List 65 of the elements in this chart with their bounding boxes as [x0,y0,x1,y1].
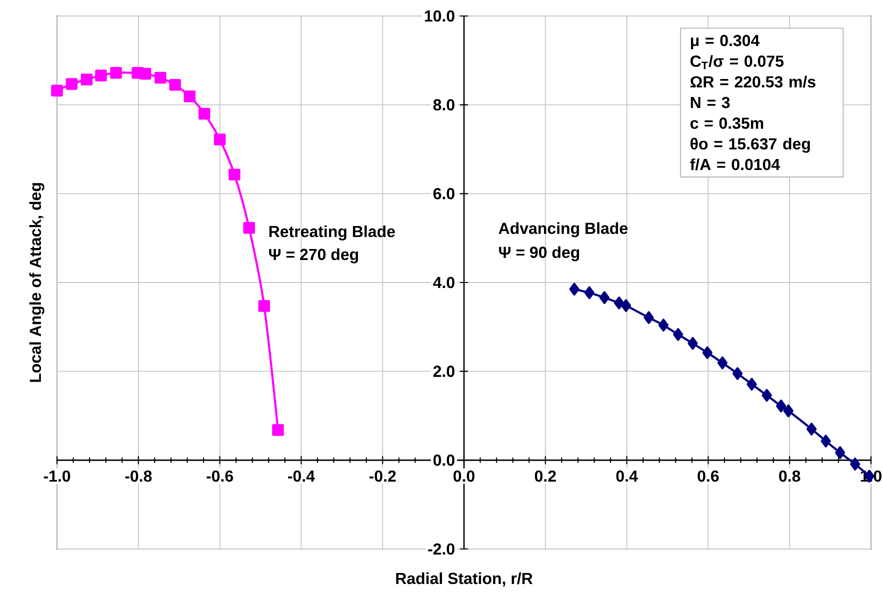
y-tick-label: 4.0 [433,276,454,288]
x-axis-title: Radial Station, r/R [396,572,533,586]
point [169,78,181,91]
annotation: θo = 15.637 deg [690,138,810,153]
point [644,311,654,324]
point [820,434,831,448]
point [850,458,860,471]
annotation: μ = 0.304 [690,34,760,50]
x-tick-label: -0.2 [369,470,396,482]
x-tick-label: 0.4 [616,470,638,482]
point [154,72,166,84]
point [214,134,226,146]
y-tick-label: 6.0 [433,188,454,200]
y-tick-label: 10.0 [424,10,454,22]
x-tick-label: 0.0 [454,470,474,482]
point [51,84,63,96]
annotation: Advancing Blade [498,222,628,238]
annotation: c = 0.35m [690,118,764,129]
point [139,68,152,80]
point [702,346,712,360]
point [673,328,684,341]
annotation: Ψ = 270 deg [269,248,358,264]
point [776,400,786,412]
point [80,74,93,86]
point [198,108,210,120]
annotation: Ψ = 90 deg [499,246,580,262]
point [228,168,240,180]
point [717,356,728,370]
point [732,367,743,380]
y-tick-label: 8.0 [433,99,454,110]
point [184,90,196,102]
annotation: Retreating Blade [269,225,395,240]
y-axis-title: Local Angle of Attack, deg [29,183,44,382]
point [599,291,610,304]
x-tick-label: -0.8 [125,470,152,482]
point [835,446,846,460]
point [66,78,78,90]
point [658,318,668,332]
x-tick-label: -1.0 [44,470,70,482]
x-tick-label: -0.6 [206,470,234,482]
annotation: C$_{T}$/σ = 0.075 [690,55,784,70]
x-tick-label: 0.2 [534,470,556,482]
annotation: ΩR = 220.53 m/s [690,76,816,88]
x-tick-label: -0.4 [288,470,315,482]
point [806,422,817,436]
point [783,404,794,418]
annotation: f/A = 0.0104 [690,158,780,170]
y-tick-label: 2.0 [433,366,454,377]
x-tick-label: 0.8 [779,470,800,482]
y-tick-label: -2.0 [428,543,454,555]
y-tick-label: 0.0 [433,454,454,466]
annotation: N = 3 [690,96,730,108]
point [746,378,757,391]
point [584,286,594,300]
point [688,336,698,350]
point [110,66,122,79]
point [620,299,632,312]
point [243,222,255,234]
point [258,300,270,312]
point [762,388,772,402]
point [272,424,284,436]
point [95,70,107,82]
point [614,296,624,310]
x-tick-label: 0.6 [698,470,719,482]
point [569,282,580,296]
